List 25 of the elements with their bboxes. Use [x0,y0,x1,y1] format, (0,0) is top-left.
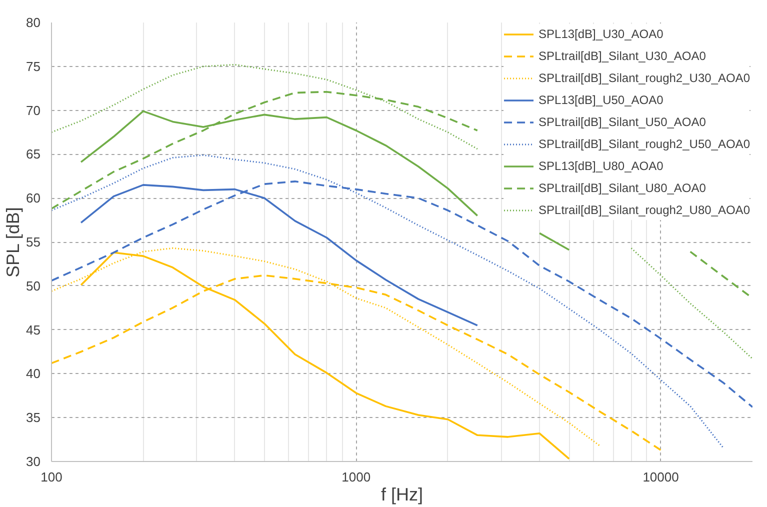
legend-label: SPL13[dB]_U80_AOA0 [538,159,664,173]
x-tick-label: 1000 [342,470,371,484]
legend-label: SPLtrail[dB]_Silant_rough2_U50_AOA0 [538,137,750,151]
y-tick-label: 50 [26,278,41,294]
legend-label: SPLtrail[dB]_Silant_rough2_U80_AOA0 [538,203,750,217]
y-tick-label: 65 [26,146,41,162]
legend-label: SPL13[dB]_U30_AOA0 [538,27,664,41]
y-tick-label: 55 [26,234,41,250]
y-tick-label: 40 [26,366,41,382]
y-tick-label: 30 [26,454,41,469]
y-tick-label: 60 [26,190,41,206]
x-axis-title: f [Hz] [381,484,424,504]
y-tick-label: 80 [26,15,41,30]
y-tick-label: 75 [26,58,41,74]
legend-label: SPLtrail[dB]_Silant_U30_AOA0 [538,49,706,63]
y-tick-label: 70 [26,102,41,118]
y-tick-label: 35 [26,410,41,426]
legend-label: SPLtrail[dB]_Silant_rough2_U30_AOA0 [538,71,750,85]
y-axis-title: SPL [dB] [3,207,24,278]
y-tick-label: 45 [26,322,41,338]
x-tick-label: 100 [40,470,62,484]
x-tick-label: 10000 [642,470,679,484]
legend-label: SPLtrail[dB]_Silant_U80_AOA0 [538,181,706,195]
legend-label: SPLtrail[dB]_Silant_U50_AOA0 [538,115,706,129]
legend-label: SPL13[dB]_U50_AOA0 [538,93,664,107]
